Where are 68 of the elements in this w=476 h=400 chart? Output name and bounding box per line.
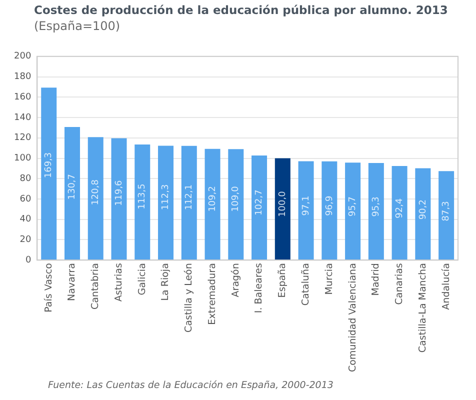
x-tick-label: Andalucía [440, 263, 452, 310]
bar [298, 161, 314, 260]
data-label: 87,3 [442, 201, 452, 222]
bar [41, 88, 57, 260]
y-tick-label: 60 [20, 194, 32, 204]
data-label: 120,8 [90, 179, 101, 206]
y-tick-label: 100 [14, 154, 32, 164]
bar [322, 161, 338, 260]
y-tick-label: 80 [20, 174, 32, 184]
bar [181, 146, 197, 260]
y-tick-label: 40 [20, 214, 32, 225]
data-label: 169,3 [44, 152, 54, 178]
x-tick-label: Comunidad Valenciana [347, 263, 358, 372]
x-tick-label: Aragón [230, 263, 242, 298]
data-label: 90,2 [418, 200, 428, 220]
bar [158, 146, 174, 260]
x-tick-label: Murcia [324, 263, 335, 295]
x-tick-label: España [277, 263, 288, 298]
bar [274, 158, 290, 260]
y-tick-label: 0 [25, 255, 32, 266]
x-tick-label: Navarra [66, 263, 78, 301]
x-tick-label: I. Baleares [254, 263, 265, 314]
data-label: 102,7 [254, 190, 265, 216]
source-note: Fuente: Las Cuentas de la Educación en España, 2000-2013 [48, 380, 334, 391]
data-label: 130,7 [68, 174, 78, 200]
bar [111, 138, 127, 260]
bar [88, 137, 104, 260]
bar [204, 148, 220, 260]
y-tick-label: 120 [14, 133, 32, 144]
y-tick-label: 180 [14, 72, 32, 82]
x-tick-label: Castilla y León [184, 263, 195, 332]
chart-subtitle: (España=100) [34, 19, 120, 33]
data-label: 112,1 [184, 184, 194, 210]
y-tick-label: 140 [14, 112, 32, 123]
chart-title: Costes de producción de la educación pública por alumno. 2013 [34, 3, 448, 17]
data-label: 100,0 [278, 190, 288, 217]
data-label: 95,3 [372, 196, 382, 217]
x-tick-label: Madrid [370, 263, 382, 296]
x-tick-label: Cataluña [300, 263, 312, 306]
bar [134, 144, 150, 260]
bar [438, 171, 454, 260]
x-tick-label: La Rioja [160, 263, 172, 301]
bar [64, 126, 80, 260]
y-tick-label: 20 [20, 235, 32, 246]
data-label: 95,7 [348, 196, 358, 217]
data-label: 97,1 [301, 196, 312, 216]
y-tick-label: 200 [14, 52, 32, 62]
bar [345, 162, 361, 260]
x-tick-label: Extremadura [206, 263, 218, 325]
x-tick-label: Canarias [394, 263, 406, 305]
x-tick-label: Castilla-La Mancha [417, 263, 428, 353]
y-tick-label: 160 [14, 92, 32, 102]
data-label: 109,2 [208, 186, 218, 212]
x-tick-label: Asturias [113, 263, 124, 302]
bar [228, 149, 244, 260]
data-label: 92,4 [394, 198, 405, 218]
data-label: 119,6 [114, 180, 124, 206]
data-label: 109,0 [231, 186, 242, 212]
data-label: 113,5 [138, 184, 148, 210]
data-label: 96,9 [324, 196, 335, 216]
bar [415, 168, 431, 260]
bar [252, 156, 268, 260]
x-tick-label: País Vasco [43, 262, 54, 312]
bar [392, 166, 408, 260]
bar [368, 163, 384, 260]
data-label: 112,3 [161, 184, 172, 210]
x-tick-label: Cantabria [90, 263, 102, 310]
x-tick-label: Galicia [136, 263, 148, 296]
